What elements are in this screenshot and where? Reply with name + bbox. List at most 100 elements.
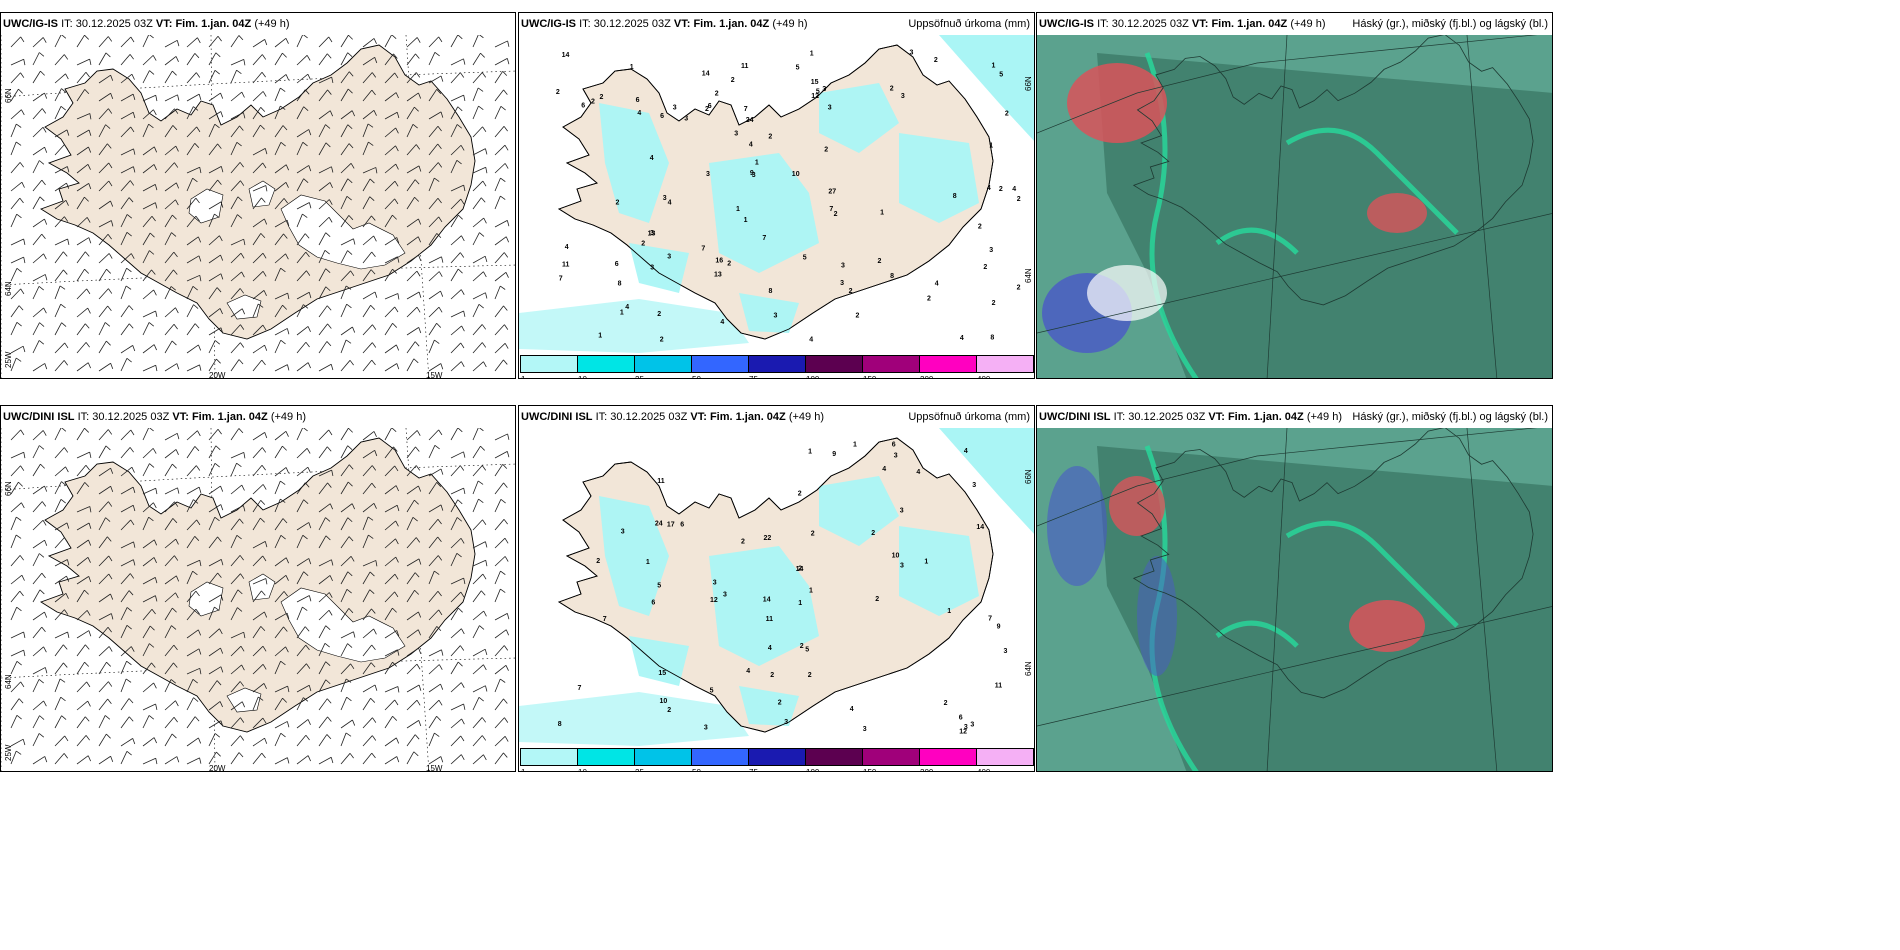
it-value: 30.12.2025 03Z	[1128, 411, 1206, 423]
precip-value-label: 6	[660, 113, 664, 120]
precip-value-label: 4	[650, 155, 654, 162]
precip-value-label: 11	[562, 261, 570, 268]
precip-value-label: 22	[764, 535, 772, 542]
vt-label: VT:	[673, 18, 691, 30]
precip-panel-bottom: UWC/DINI ISL IT: 30.12.2025 03Z VT: Fim.…	[518, 405, 1035, 772]
precip-value-label: 7	[744, 106, 748, 113]
precip-value-label: 3	[667, 253, 671, 260]
colorbar-swatch	[520, 355, 578, 373]
precip-colorbar: 1 10 25 50 75 100 150 200 400	[520, 353, 1034, 378]
colorbar-label: 200	[920, 375, 933, 378]
precip-value-label: 4	[720, 319, 724, 326]
precip-value-label: 3	[900, 508, 904, 515]
lon-label-25w: 25W	[4, 744, 13, 761]
precip-value-label: 15	[658, 670, 666, 677]
wind-panel-top: UWC/IG-IS IT: 30.12.2025 03Z VT: Fim. 1.…	[0, 12, 516, 379]
precip-value-label: 2	[811, 531, 815, 538]
precip-value-label: 2	[856, 313, 860, 320]
precip-value-label: 2	[944, 700, 948, 707]
precip-value-label: 10	[660, 698, 668, 705]
precip-value-label: 3	[989, 247, 993, 254]
cloud-panel-bottom: UWC/DINI ISL IT: 30.12.2025 03Z VT: Fim.…	[1036, 405, 1553, 772]
precip-value-label: 1	[755, 160, 759, 167]
cloud-map	[1037, 406, 1552, 771]
colorbar-label: 400	[977, 768, 990, 771]
vt-value: Fim. 1.jan. 04Z	[693, 18, 770, 30]
precip-value-label: 6	[636, 97, 640, 104]
precip-value-label: 2	[768, 134, 772, 141]
it-value: 30.12.2025 03Z	[75, 18, 153, 30]
colorbar-label: 400	[977, 375, 990, 378]
precip-value-label: 2	[778, 700, 782, 707]
precip-value-label: 2	[715, 91, 719, 98]
precip-value-label: 2	[983, 264, 987, 271]
colorbar-swatch	[748, 355, 806, 373]
precip-map: 2213132372157358941436379631211634221424…	[519, 406, 1034, 771]
colorbar-swatch	[862, 355, 920, 373]
precip-value-label: 5	[710, 688, 714, 695]
precip-value-label: 2	[657, 311, 661, 318]
precip-value-label: 14	[562, 52, 570, 59]
vt-label: VT:	[1208, 411, 1225, 423]
vt-label: VT:	[172, 411, 189, 423]
precip-value-label: 3	[621, 528, 625, 535]
it-label: IT:	[579, 18, 591, 30]
precip-value-label: 3	[784, 719, 788, 726]
precip-value-label: 9	[750, 170, 754, 177]
precip-value-label: 1	[798, 600, 802, 607]
lon-label-15w: 15W	[426, 371, 443, 379]
panel-header: UWC/IG-IS IT: 30.12.2025 03Z VT: Fim. 1.…	[519, 13, 1034, 35]
precip-value-label: 2	[1005, 110, 1009, 117]
precip-value-label: 3	[901, 93, 905, 100]
precip-value-label: 16	[715, 258, 723, 265]
model-name: UWC/DINI ISL	[3, 411, 75, 423]
precip-value-label: 2	[596, 558, 600, 565]
colorbar-label: 50	[692, 375, 701, 378]
precip-value-label: 2	[727, 260, 731, 267]
colorbar-label: 1	[521, 375, 525, 378]
precip-value-label: 11	[766, 616, 774, 623]
colorbar-swatch	[919, 748, 977, 766]
precip-value-label: 3	[704, 724, 708, 731]
precip-value-label: 3	[650, 230, 654, 237]
precip-value-label: 4	[960, 335, 964, 342]
precip-value-label: 3	[900, 562, 904, 569]
precip-value-label: 2	[890, 86, 894, 93]
precip-value-label: 11	[657, 478, 665, 485]
precip-value-label: 7	[578, 685, 582, 692]
lead-time: (+49 h)	[788, 411, 824, 423]
precip-value-label: 2	[798, 490, 802, 497]
vt-label: VT:	[690, 411, 707, 423]
precip-value-label: 9	[997, 624, 1001, 631]
lead-time: (+49 h)	[1306, 411, 1342, 423]
precip-value-label: 14	[702, 70, 710, 77]
it-value: 30.12.2025 03Z	[1111, 18, 1189, 30]
precip-value-label: 4	[987, 185, 991, 192]
precip-value-label: 3	[723, 592, 727, 599]
precip-value-label: 2	[591, 99, 595, 106]
precip-value-label: 2	[660, 336, 664, 343]
precip-value-label: 3	[840, 280, 844, 287]
precip-value-label: 2	[741, 539, 745, 546]
colorbar-label: 10	[578, 375, 587, 378]
colorbar-swatch	[862, 748, 920, 766]
precip-value-label: 1	[598, 332, 602, 339]
colorbar-swatch	[634, 748, 692, 766]
precip-value-label: 3	[734, 130, 738, 137]
precip-value-label: 5	[805, 647, 809, 654]
precip-value-label: 8	[953, 193, 957, 200]
precip-value-label: 2	[1017, 196, 1021, 203]
colorbar-label: 25	[635, 375, 644, 378]
colorbar-swatch	[748, 748, 806, 766]
precip-value-label: 2	[824, 147, 828, 154]
precip-value-label: 4	[625, 304, 629, 311]
vt-value: Fim. 1.jan. 04Z	[191, 411, 268, 423]
precip-value-label: 3	[910, 50, 914, 57]
precip-value-label: 4	[850, 706, 854, 713]
precip-value-label: 7	[603, 616, 607, 623]
precip-value-label: 2	[556, 89, 560, 96]
cloud-map	[1037, 13, 1552, 378]
precip-value-label: 4	[668, 200, 672, 207]
precip-value-label: 2	[667, 707, 671, 714]
precip-value-label: 2	[992, 300, 996, 307]
